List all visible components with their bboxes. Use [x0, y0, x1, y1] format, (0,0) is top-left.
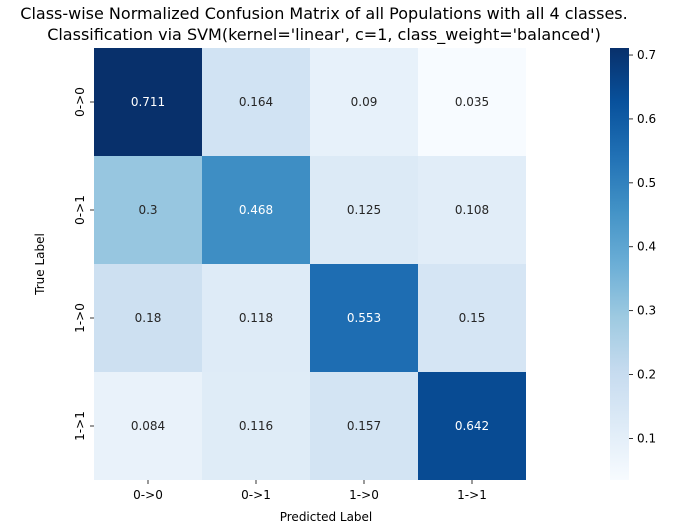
cell-value-label-2-1: 0.118	[239, 311, 273, 325]
heatmap-cell-3-1	[202, 372, 310, 480]
colorbar-tick-label-6: 0.7	[637, 48, 656, 62]
cell-value-label-1-3: 0.108	[455, 203, 489, 217]
x-tick-label-2: 1->0	[349, 488, 379, 502]
x-tick-label-1: 0->1	[241, 488, 271, 502]
colorbar-tick-label-3: 0.4	[637, 240, 656, 254]
cell-value-label-0-2: 0.09	[351, 95, 378, 109]
cell-value-label-1-0: 0.3	[138, 203, 157, 217]
colorbar-tick-label-5: 0.6	[637, 112, 656, 126]
y-tick-label-1: 0->1	[73, 195, 87, 225]
cell-value-label-3-0: 0.084	[131, 419, 165, 433]
colorbar-tick-label-0: 0.1	[637, 431, 656, 445]
cell-value-label-0-1: 0.164	[239, 95, 273, 109]
cell-value-label-1-2: 0.125	[347, 203, 381, 217]
y-tick-label-0: 0->0	[73, 87, 87, 117]
chart-title-line2: Classification via SVM(kernel='linear', …	[47, 25, 601, 45]
heatmap-cell-2-0	[94, 264, 202, 372]
x-tick-label-0: 0->0	[133, 488, 163, 502]
heatmap-cell-3-2	[310, 372, 418, 480]
cell-value-label-2-3: 0.15	[459, 311, 486, 325]
heatmap-cell-2-3	[418, 264, 526, 372]
heatmap-cell-0-2	[310, 48, 418, 156]
x-axis-label: Predicted Label	[280, 510, 373, 524]
heatmap-cell-0-0	[94, 48, 202, 156]
colorbar-tick-label-2: 0.3	[637, 304, 656, 318]
heatmap-cell-3-3	[418, 372, 526, 480]
cell-value-label-3-1: 0.116	[239, 419, 273, 433]
y-tick-label-2: 1->0	[73, 303, 87, 333]
colorbar-ticks: 0.1 0.2 0.3 0.4 0.5 0.6 0.7	[629, 48, 656, 445]
colorbar	[610, 48, 629, 480]
heatmap-cells: 0.711 0.164 0.09 0.035 0.3 0.468 0.125 0.108 0.1…	[94, 48, 526, 480]
x-tick-label-3: 1->1	[457, 488, 487, 502]
cell-value-label-3-3: 0.642	[455, 419, 489, 433]
chart-title-line1: Class-wise Normalized Confusion Matrix o…	[20, 4, 627, 23]
heatmap-cell-1-3	[418, 156, 526, 264]
y-axis-ticks: 0->0 0->1 1->0 1->1	[73, 87, 94, 441]
cell-value-label-1-1: 0.468	[239, 203, 273, 217]
colorbar-tick-label-4: 0.5	[637, 176, 656, 190]
heatmap-cell-2-1	[202, 264, 310, 372]
heatmap-cell-0-1	[202, 48, 310, 156]
heatmap-cell-2-2	[310, 264, 418, 372]
heatmap-cell-1-1	[202, 156, 310, 264]
heatmap-cell-3-0	[94, 372, 202, 480]
x-axis-ticks: 0->0 0->1 1->0 1->1	[133, 480, 487, 502]
cell-value-label-0-0: 0.711	[131, 95, 165, 109]
heatmap-cell-0-3	[418, 48, 526, 156]
cell-value-label-3-2: 0.157	[347, 419, 381, 433]
cell-value-label-0-3: 0.035	[455, 95, 489, 109]
heatmap-cell-1-2	[310, 156, 418, 264]
colorbar-tick-label-1: 0.2	[637, 368, 656, 382]
y-tick-label-3: 1->1	[73, 411, 87, 441]
y-axis-label: True Label	[33, 233, 47, 296]
cell-value-label-2-2: 0.553	[347, 311, 381, 325]
cell-value-label-2-0: 0.18	[135, 311, 162, 325]
heatmap-cell-1-0	[94, 156, 202, 264]
